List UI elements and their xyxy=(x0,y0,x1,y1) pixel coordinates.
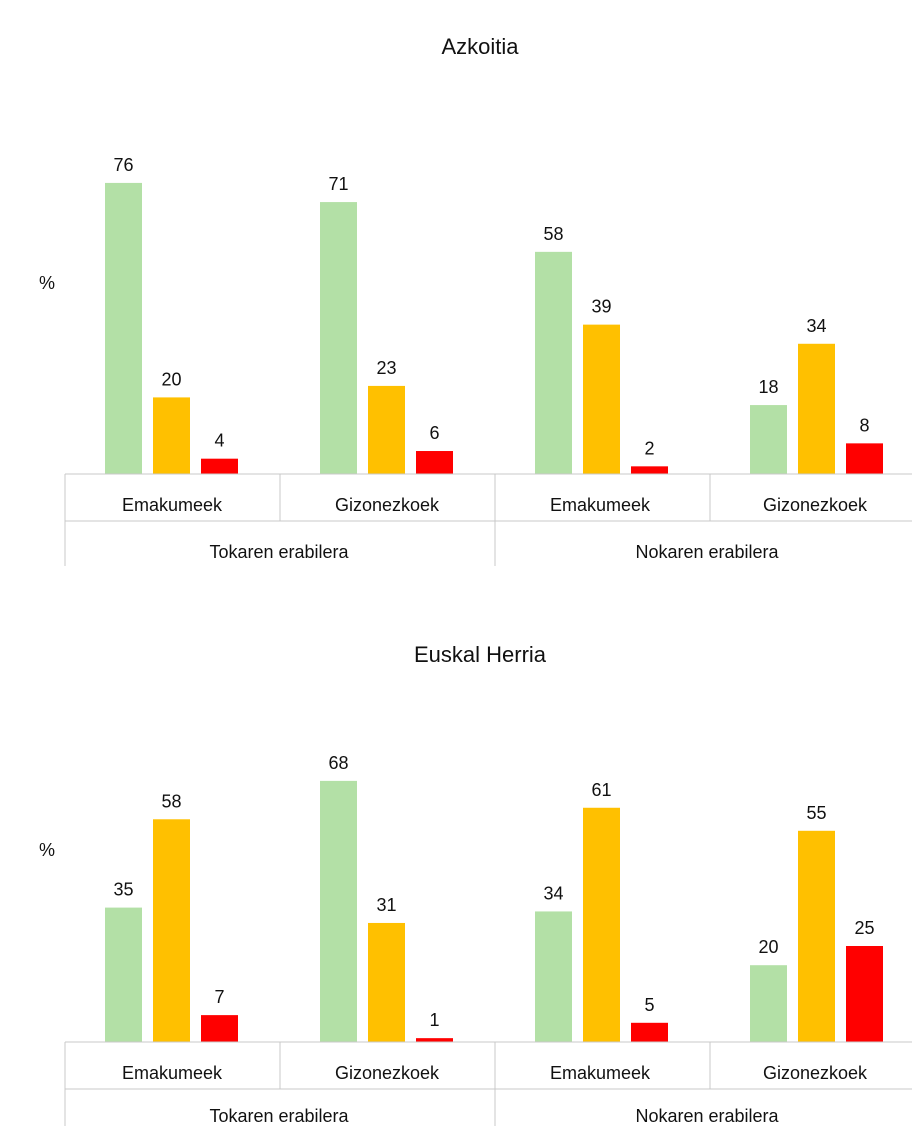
bar xyxy=(535,251,572,474)
bar xyxy=(153,397,190,474)
data-label: 20 xyxy=(758,937,778,957)
data-label: 31 xyxy=(376,895,396,915)
category-axis xyxy=(64,473,912,566)
bar xyxy=(631,466,668,474)
data-label: 55 xyxy=(806,803,826,823)
group-label: Tokaren erabilera xyxy=(209,1106,349,1126)
y-axis-label: % xyxy=(39,840,55,860)
category-label: Gizonezkoek xyxy=(335,1063,440,1083)
bars: 76 71 58 18 20 23 39 34 4 6 2 8 xyxy=(105,155,883,475)
bar xyxy=(535,911,572,1042)
bar xyxy=(846,946,883,1042)
bar xyxy=(320,202,357,474)
group-label: Nokaren erabilera xyxy=(635,1106,779,1126)
chart-title: Azkoitia xyxy=(441,34,519,59)
group-labels: Tokaren erabilera Nokaren erabilera xyxy=(209,1106,779,1126)
data-label: 76 xyxy=(113,155,133,175)
bar xyxy=(105,907,142,1042)
bar xyxy=(583,807,620,1042)
category-label: Emakumeek xyxy=(122,1063,223,1083)
data-label: 5 xyxy=(644,995,654,1015)
group-label: Nokaren erabilera xyxy=(635,542,779,562)
category-label: Emakumeek xyxy=(550,1063,651,1083)
category-axis xyxy=(64,1041,912,1126)
bar xyxy=(416,451,453,474)
data-label: 34 xyxy=(543,883,563,903)
bar xyxy=(750,965,787,1042)
data-label: 6 xyxy=(429,423,439,443)
category-labels: Emakumeek Gizonezkoek Emakumeek Gizonezk… xyxy=(122,495,868,515)
bars: 35 68 34 20 58 31 61 55 7 1 5 25 xyxy=(105,753,883,1042)
bar xyxy=(798,830,835,1042)
bar xyxy=(320,780,357,1042)
category-label: Gizonezkoek xyxy=(763,1063,868,1083)
bar xyxy=(368,385,405,474)
bar xyxy=(846,443,883,474)
category-label: Gizonezkoek xyxy=(335,495,440,515)
data-label: 8 xyxy=(859,415,869,435)
data-label: 61 xyxy=(591,780,611,800)
data-label: 7 xyxy=(214,987,224,1007)
bar xyxy=(798,343,835,474)
data-label: 68 xyxy=(328,753,348,773)
data-label: 4 xyxy=(214,431,224,451)
group-labels: Tokaren erabilera Nokaren erabilera xyxy=(209,542,779,562)
data-label: 20 xyxy=(161,369,181,389)
bar xyxy=(631,1022,668,1042)
chart-title: Euskal Herria xyxy=(414,642,547,667)
category-label: Emakumeek xyxy=(122,495,223,515)
bar xyxy=(153,819,190,1042)
chart-euskal-herria: Euskal Herria % 35 68 34 20 58 31 61 55 7 1 5 25 Em… xyxy=(39,642,912,1126)
data-label: 23 xyxy=(376,358,396,378)
data-label: 18 xyxy=(758,377,778,397)
group-label: Tokaren erabilera xyxy=(209,542,349,562)
bar xyxy=(201,458,238,474)
data-label: 58 xyxy=(161,791,181,811)
category-label: Gizonezkoek xyxy=(763,495,868,515)
data-label: 1 xyxy=(429,1010,439,1030)
data-label: 25 xyxy=(854,918,874,938)
bar xyxy=(368,922,405,1042)
data-label: 34 xyxy=(806,316,826,336)
chart-azkoitia: Azkoitia % 76 71 58 18 20 23 39 34 4 6 2 8 Emakumee… xyxy=(39,34,912,566)
data-label: 39 xyxy=(591,297,611,317)
category-labels: Emakumeek Gizonezkoek Emakumeek Gizonezk… xyxy=(122,1063,868,1083)
bar xyxy=(750,405,787,474)
data-label: 35 xyxy=(113,880,133,900)
bar xyxy=(416,1038,453,1042)
data-label: 58 xyxy=(543,224,563,244)
y-axis-label: % xyxy=(39,273,55,293)
data-label: 71 xyxy=(328,174,348,194)
bar xyxy=(105,182,142,475)
bar xyxy=(201,1015,238,1042)
category-label: Emakumeek xyxy=(550,495,651,515)
data-label: 2 xyxy=(644,438,654,458)
bar xyxy=(583,324,620,474)
